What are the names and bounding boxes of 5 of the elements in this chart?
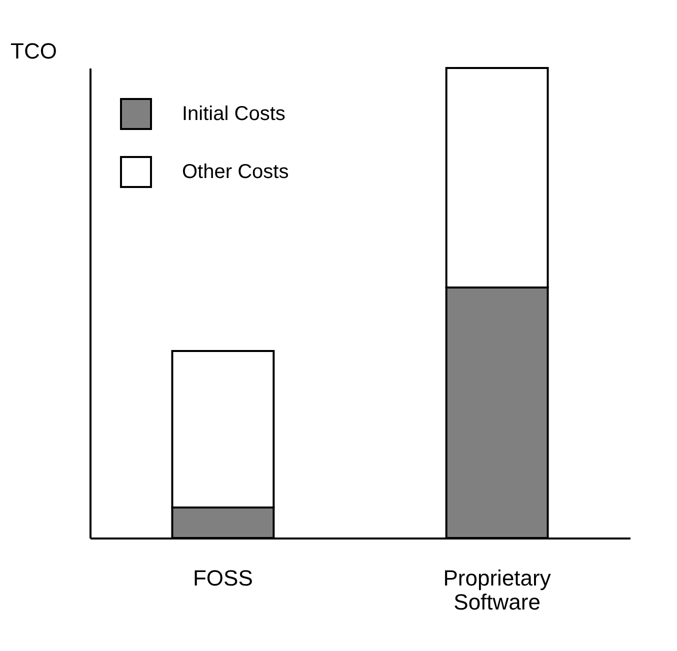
- x-tick-label: FOSS: [192, 566, 253, 590]
- legend-label: Other Costs: [182, 161, 289, 183]
- y-axis-title: TCO: [10, 38, 57, 64]
- legend-label: Initial Costs: [182, 103, 286, 125]
- x-tick-label: Proprietary Software: [443, 566, 551, 614]
